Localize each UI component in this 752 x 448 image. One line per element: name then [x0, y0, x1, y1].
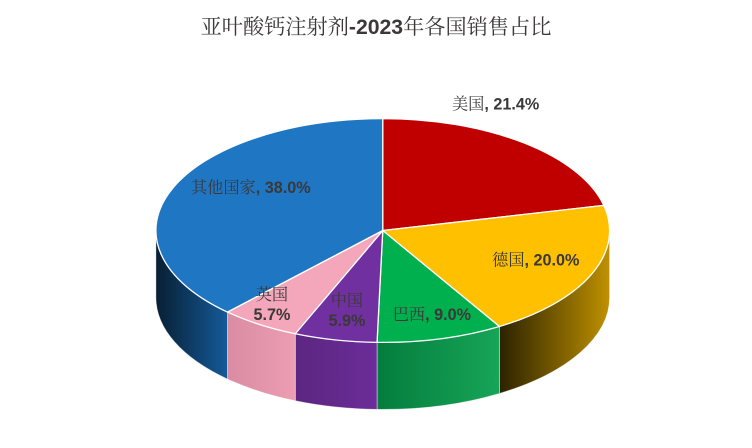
svg-text:5.9%: 5.9% [328, 312, 365, 330]
svg-text:中国: 中国 [331, 287, 363, 311]
svg-text:美国, 21.4%: 美国, 21.4% [452, 91, 539, 115]
svg-text:英国: 英国 [256, 281, 288, 305]
svg-text:5.7%: 5.7% [253, 306, 290, 324]
